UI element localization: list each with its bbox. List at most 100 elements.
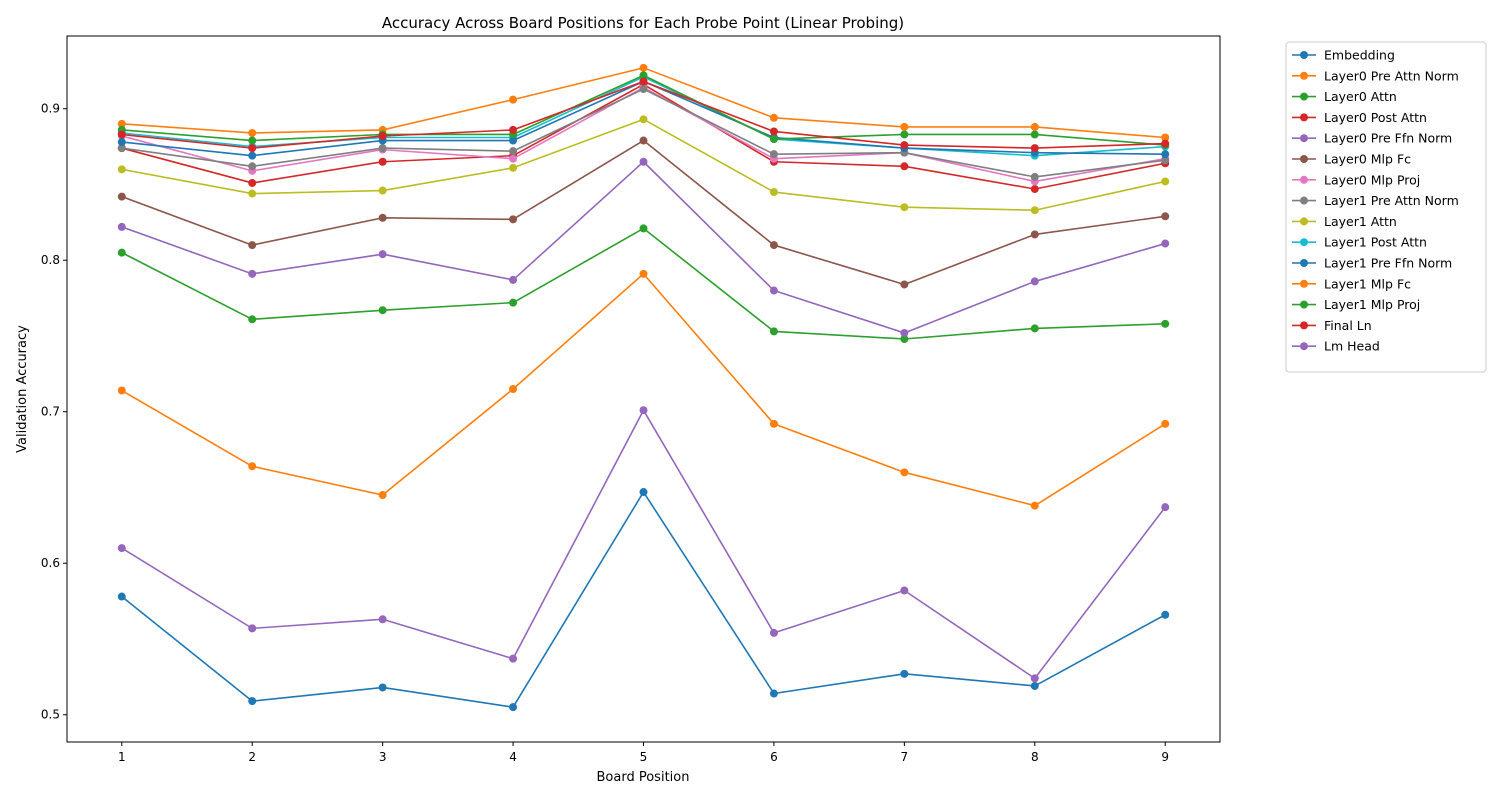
y-axis-label: Validation Accuracy (15, 325, 30, 453)
legend-item: Layer1 Mlp Fc (1292, 276, 1411, 291)
x-tick-label: 4 (509, 750, 517, 764)
data-point (639, 136, 648, 145)
data-point (900, 141, 909, 150)
legend-label: Layer1 Attn (1324, 214, 1397, 229)
data-point (117, 130, 126, 139)
legend-marker (1300, 217, 1308, 226)
series-layer (117, 63, 1170, 712)
data-point (1161, 319, 1170, 328)
data-point (117, 544, 126, 553)
data-point (117, 119, 126, 128)
data-point (378, 144, 387, 153)
data-point (248, 269, 257, 278)
legend-marker (1300, 279, 1308, 288)
data-point (509, 654, 518, 663)
data-point (509, 154, 518, 163)
data-point (1161, 133, 1170, 142)
data-point (509, 163, 518, 172)
legend-marker (1300, 321, 1308, 330)
data-point (769, 327, 778, 336)
data-point (509, 385, 518, 393)
data-point (639, 488, 648, 497)
data-point (1030, 501, 1039, 510)
legend-box (1285, 41, 1487, 373)
data-point (248, 189, 257, 198)
x-tick-label: 8 (1031, 750, 1039, 764)
data-point (378, 615, 387, 624)
data-point (769, 150, 778, 159)
data-point (900, 468, 909, 477)
data-point (1030, 230, 1039, 239)
data-point (769, 135, 778, 144)
legend-item: Layer1 Attn (1292, 214, 1397, 229)
legend-label: Layer1 Pre Ffn Norm (1324, 256, 1452, 271)
y-tick-label: 0.5 (41, 708, 60, 722)
legend-marker (1300, 300, 1308, 309)
data-point (378, 131, 387, 140)
data-point (509, 125, 518, 134)
series-2 (117, 224, 1170, 344)
data-point (1030, 206, 1039, 215)
legend-marker (1300, 51, 1308, 59)
legend-marker (1300, 175, 1308, 184)
data-point (1161, 177, 1170, 186)
data-point (1161, 239, 1170, 248)
data-point (378, 250, 387, 259)
series-8 (117, 115, 1170, 215)
data-point (378, 306, 387, 315)
legend-item: Layer0 Attn (1292, 89, 1397, 104)
data-point (1030, 144, 1039, 153)
data-point (1161, 156, 1170, 165)
data-point (639, 63, 648, 72)
legend-marker (1300, 92, 1308, 101)
y-tick-label: 0.6 (41, 556, 60, 570)
data-point (900, 586, 909, 595)
data-point (1030, 277, 1039, 286)
x-tick-label: 2 (248, 750, 256, 764)
series-11 (117, 63, 1170, 142)
data-point (1030, 122, 1039, 131)
data-point (639, 77, 648, 86)
data-point (639, 406, 648, 415)
legend-marker (1300, 259, 1308, 267)
data-point (1030, 185, 1039, 194)
data-point (1030, 674, 1039, 683)
data-point (378, 186, 387, 195)
legend-label: Layer1 Pre Attn Norm (1324, 193, 1459, 208)
data-point (1161, 212, 1170, 221)
data-point (248, 624, 257, 633)
data-point (248, 162, 257, 171)
data-point (248, 697, 257, 706)
data-point (639, 157, 648, 166)
data-point (117, 138, 126, 147)
legend-item: Layer0 Post Attn (1292, 110, 1427, 125)
series-0 (117, 488, 1170, 712)
data-point (639, 224, 648, 233)
data-point (1030, 172, 1039, 181)
x-axis: 1 2 3 4 5 6 7 8 9 (118, 742, 1169, 764)
data-point (117, 592, 126, 601)
data-point (117, 222, 126, 231)
series-1 (117, 269, 1170, 510)
data-point (378, 213, 387, 222)
data-point (1030, 130, 1039, 139)
data-point (769, 113, 778, 122)
data-point (117, 165, 126, 174)
legend-item: Layer0 Pre Ffn Norm (1292, 131, 1452, 146)
legend-item: Lm Head (1292, 339, 1380, 354)
legend-label: Layer0 Post Attn (1324, 110, 1427, 125)
data-point (769, 628, 778, 637)
plot-area (67, 36, 1220, 742)
y-axis: 0.5 0.6 0.7 0.8 0.9 (41, 102, 67, 722)
legend-label: Layer0 Pre Attn Norm (1324, 68, 1459, 83)
legend-marker (1300, 238, 1308, 247)
data-point (769, 127, 778, 136)
legend-marker (1300, 113, 1308, 122)
data-point (509, 703, 518, 712)
chart-title: Accuracy Across Board Positions for Each… (382, 14, 904, 32)
legend-label: Layer1 Post Attn (1324, 235, 1427, 250)
data-point (117, 386, 126, 395)
legend-item: Layer0 Mlp Proj (1292, 172, 1420, 187)
